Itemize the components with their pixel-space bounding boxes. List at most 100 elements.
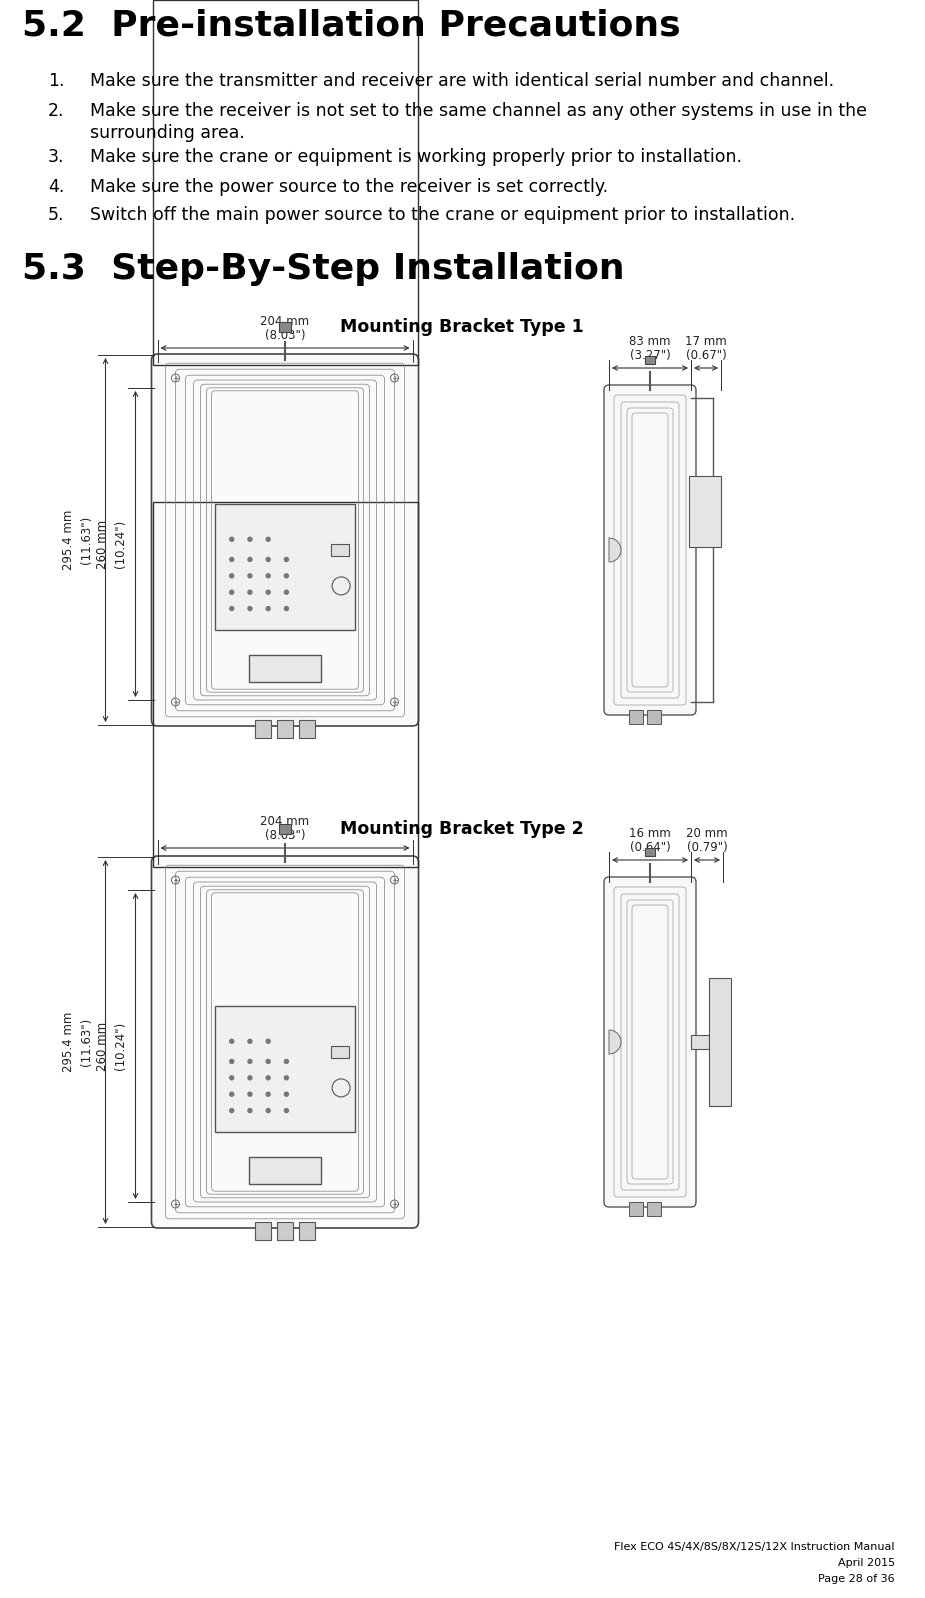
Circle shape bbox=[266, 1039, 270, 1043]
Text: 5.2  Pre-installation Precautions: 5.2 Pre-installation Precautions bbox=[22, 8, 681, 42]
Circle shape bbox=[284, 1059, 289, 1063]
Bar bbox=[277, 721, 293, 738]
Bar bbox=[645, 356, 655, 364]
Circle shape bbox=[229, 574, 234, 578]
Circle shape bbox=[248, 1109, 252, 1112]
Bar bbox=[250, 655, 321, 682]
Circle shape bbox=[266, 1109, 270, 1112]
Text: Mounting Bracket Type 2: Mounting Bracket Type 2 bbox=[340, 820, 584, 837]
Circle shape bbox=[248, 558, 252, 561]
FancyBboxPatch shape bbox=[152, 355, 418, 725]
FancyBboxPatch shape bbox=[604, 385, 696, 714]
Circle shape bbox=[284, 558, 289, 561]
Circle shape bbox=[248, 590, 252, 594]
Bar bbox=[647, 1202, 661, 1216]
Circle shape bbox=[266, 574, 270, 578]
Circle shape bbox=[266, 558, 270, 561]
Wedge shape bbox=[609, 1031, 621, 1055]
Text: (0.67"): (0.67") bbox=[685, 348, 726, 363]
Text: 204 mm: 204 mm bbox=[261, 315, 310, 328]
Text: 5.: 5. bbox=[48, 206, 65, 224]
Text: 16 mm: 16 mm bbox=[629, 828, 671, 841]
Bar bbox=[331, 1047, 349, 1058]
Text: Mounting Bracket Type 1: Mounting Bracket Type 1 bbox=[340, 318, 584, 336]
Bar bbox=[250, 1157, 321, 1184]
Circle shape bbox=[229, 537, 234, 542]
Text: 17 mm: 17 mm bbox=[685, 336, 727, 348]
Circle shape bbox=[248, 1059, 252, 1063]
FancyBboxPatch shape bbox=[604, 877, 696, 1206]
Circle shape bbox=[248, 1075, 252, 1080]
Circle shape bbox=[229, 558, 234, 561]
Text: Make sure the transmitter and receiver are with identical serial number and chan: Make sure the transmitter and receiver a… bbox=[90, 72, 834, 89]
Bar bbox=[629, 1202, 643, 1216]
Circle shape bbox=[266, 1059, 270, 1063]
Circle shape bbox=[266, 537, 270, 542]
Bar bbox=[299, 721, 315, 738]
Bar bbox=[629, 710, 643, 724]
Bar bbox=[255, 721, 271, 738]
Text: 204 mm: 204 mm bbox=[261, 815, 310, 828]
Bar bbox=[215, 1007, 355, 1131]
Text: (8.03"): (8.03") bbox=[265, 329, 305, 342]
Text: surrounding area.: surrounding area. bbox=[90, 125, 245, 142]
Circle shape bbox=[229, 607, 234, 610]
Text: 83 mm: 83 mm bbox=[629, 336, 671, 348]
Text: 1.: 1. bbox=[48, 72, 65, 89]
Text: Make sure the receiver is not set to the same channel as any other systems in us: Make sure the receiver is not set to the… bbox=[90, 102, 867, 120]
Circle shape bbox=[284, 574, 289, 578]
Circle shape bbox=[248, 537, 252, 542]
Circle shape bbox=[229, 1075, 234, 1080]
Text: Flex ECO 4S/4X/8S/8X/12S/12X Instruction Manual: Flex ECO 4S/4X/8S/8X/12S/12X Instruction… bbox=[614, 1542, 895, 1552]
Bar bbox=[153, 502, 417, 868]
Text: Page 28 of 36: Page 28 of 36 bbox=[819, 1574, 895, 1584]
Circle shape bbox=[229, 1091, 234, 1096]
Circle shape bbox=[229, 1109, 234, 1112]
Bar bbox=[215, 503, 355, 630]
Circle shape bbox=[248, 574, 252, 578]
Circle shape bbox=[284, 1109, 289, 1112]
Text: 260 mm
(10.24"): 260 mm (10.24") bbox=[96, 519, 127, 569]
Bar bbox=[689, 476, 721, 547]
Text: 2.: 2. bbox=[48, 102, 65, 120]
Wedge shape bbox=[609, 539, 621, 562]
FancyBboxPatch shape bbox=[152, 857, 418, 1227]
Bar bbox=[331, 545, 349, 556]
Bar bbox=[153, 0, 417, 364]
Text: April 2015: April 2015 bbox=[838, 1558, 895, 1568]
Circle shape bbox=[266, 1091, 270, 1096]
Text: 4.: 4. bbox=[48, 177, 65, 197]
Bar bbox=[299, 1222, 315, 1240]
Circle shape bbox=[284, 1091, 289, 1096]
Circle shape bbox=[266, 1075, 270, 1080]
Circle shape bbox=[266, 607, 270, 610]
Text: (0.64"): (0.64") bbox=[630, 841, 671, 853]
Text: (8.03"): (8.03") bbox=[265, 829, 305, 842]
Bar bbox=[709, 978, 731, 1106]
Bar bbox=[277, 1222, 293, 1240]
Bar bbox=[691, 1036, 709, 1048]
Bar bbox=[645, 849, 655, 857]
Circle shape bbox=[284, 590, 289, 594]
Circle shape bbox=[248, 1039, 252, 1043]
Bar bbox=[279, 323, 291, 332]
Text: 5.3  Step-By-Step Installation: 5.3 Step-By-Step Installation bbox=[22, 252, 624, 286]
Text: (3.27"): (3.27") bbox=[630, 348, 671, 363]
Circle shape bbox=[229, 1039, 234, 1043]
Text: Make sure the power source to the receiver is set correctly.: Make sure the power source to the receiv… bbox=[90, 177, 608, 197]
Bar bbox=[279, 825, 291, 834]
Text: 295.4 mm
(11.63"): 295.4 mm (11.63") bbox=[63, 1012, 92, 1072]
Text: Make sure the crane or equipment is working properly prior to installation.: Make sure the crane or equipment is work… bbox=[90, 149, 742, 166]
Text: 260 mm
(10.24"): 260 mm (10.24") bbox=[96, 1021, 127, 1071]
Bar bbox=[255, 1222, 271, 1240]
Circle shape bbox=[248, 607, 252, 610]
Text: (0.79"): (0.79") bbox=[686, 841, 727, 853]
Text: Switch off the main power source to the crane or equipment prior to installation: Switch off the main power source to the … bbox=[90, 206, 796, 224]
Circle shape bbox=[284, 607, 289, 610]
Text: 295.4 mm
(11.63"): 295.4 mm (11.63") bbox=[63, 510, 92, 570]
Circle shape bbox=[229, 1059, 234, 1063]
Bar bbox=[647, 710, 661, 724]
Circle shape bbox=[266, 590, 270, 594]
Circle shape bbox=[229, 590, 234, 594]
Circle shape bbox=[248, 1091, 252, 1096]
